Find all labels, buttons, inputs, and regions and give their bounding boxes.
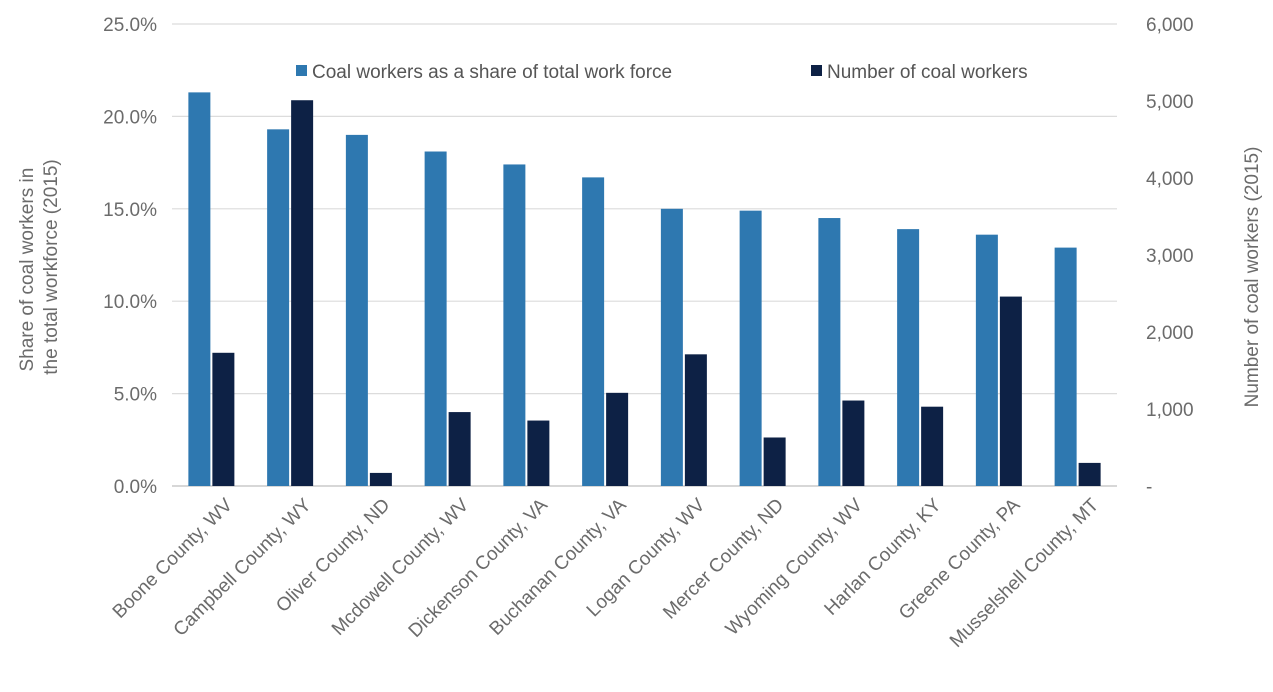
left-axis-title: Share of coal workers in the total workf… [17,159,62,374]
category-label: Buchanan County, VA [486,494,631,639]
legend-swatch-count [811,65,822,76]
right-tick-label: 6,000 [1146,15,1194,36]
right-tick-label: - [1146,477,1152,498]
right-tick-label: 2,000 [1146,323,1194,344]
bar-share [188,92,211,486]
bar-count [763,437,786,486]
bar-count [921,406,944,486]
bar-share [897,229,920,487]
bar-share [267,129,290,486]
category-label: Campbell County, WY [170,494,316,640]
legend-label-count: Number of coal workers [827,62,1028,83]
bar-share [660,208,683,487]
bar-count [291,100,314,486]
bar-count [527,420,550,486]
bar-count [212,352,235,486]
legend: Coal workers as a share of total work fo… [296,62,1028,83]
right-tick-label: 5,000 [1146,92,1194,113]
bar-count [369,472,392,486]
bar-share [818,218,841,487]
bar-share [503,164,526,486]
bar-count [606,392,629,486]
left-axis-title-line-1: Share of coal workers in [17,168,38,372]
bar-share [345,134,368,486]
bar-share [1054,247,1077,486]
category-label: Musselshell County, MT [946,494,1103,651]
legend-swatch-share [296,65,307,76]
bar-count [684,354,707,486]
bar-count [842,400,865,486]
category-label: Wyoming County, WV [722,494,867,639]
bar-share [582,177,605,486]
bar-share [739,210,762,486]
left-tick-label: 15.0% [103,200,157,221]
bar-share [424,151,447,486]
bar-share [975,234,998,486]
bar-count [999,296,1022,486]
bar-count [1078,462,1101,486]
bars [188,92,1101,487]
left-tick-label: 5.0% [114,385,157,406]
left-tick-label: 0.0% [114,477,157,498]
legend-label-share: Coal workers as a share of total work fo… [312,62,672,83]
category-label: Dickenson County, VA [405,494,553,642]
right-tick-label: 1,000 [1146,400,1194,421]
left-axis-title-line-2: the total workforce (2015) [41,159,62,374]
right-tick-label: 3,000 [1146,246,1194,267]
left-axis-ticks: 0.0% 5.0% 10.0% 15.0% 20.0% 25.0% [103,15,157,498]
grid-lines [172,23,1117,487]
left-tick-label: 20.0% [103,107,157,128]
right-axis-ticks: - 1,000 2,000 3,000 4,000 5,000 6,000 [1146,15,1194,498]
bar-count [448,412,471,486]
right-axis-title: Number of coal workers (2015) [1242,147,1263,408]
left-tick-label: 10.0% [103,292,157,313]
right-tick-label: 4,000 [1146,169,1194,190]
category-label: Mcdowell County, WV [328,494,473,639]
left-tick-label: 25.0% [103,15,157,36]
